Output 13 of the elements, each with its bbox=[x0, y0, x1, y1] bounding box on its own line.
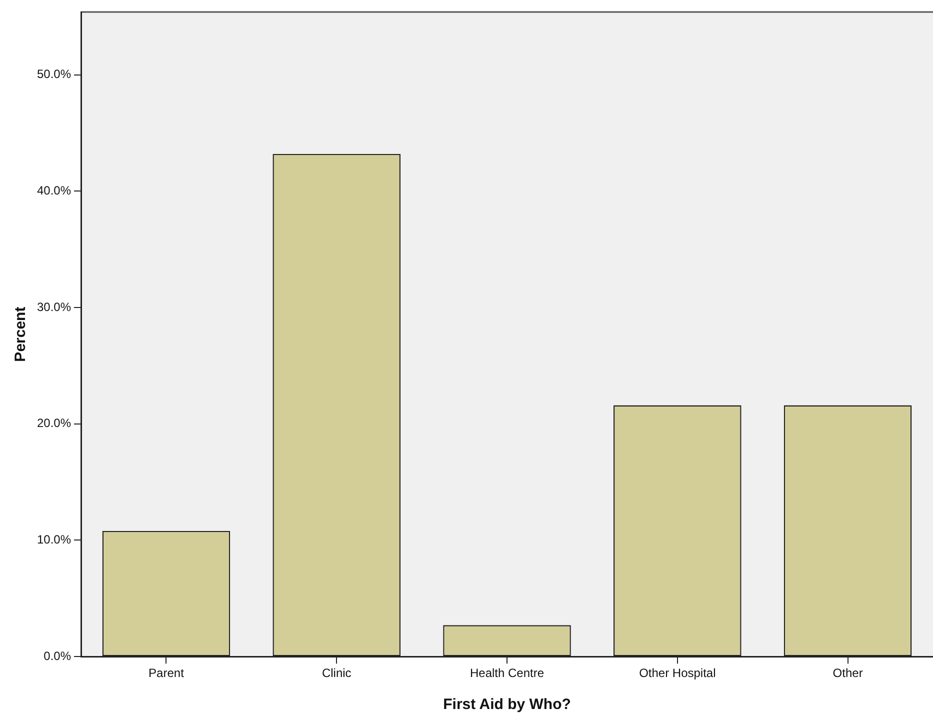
y-tick-label: 10.0% bbox=[36, 532, 72, 547]
y-axis-title: Percent bbox=[12, 306, 30, 362]
x-tick-label: Health Centre bbox=[470, 666, 544, 680]
y-tick-label: 20.0% bbox=[36, 416, 72, 430]
y-tick-label: 50.0% bbox=[36, 67, 72, 82]
y-tick-label: 30.0% bbox=[36, 300, 72, 314]
x-axis-title: First Aid by Who? bbox=[443, 696, 571, 714]
y-tick-label: 40.0% bbox=[36, 183, 72, 198]
x-tick-label: Clinic bbox=[322, 666, 352, 680]
x-tick-label: Other bbox=[832, 666, 863, 680]
x-tick-label: Other Hospital bbox=[639, 666, 716, 680]
x-tick-label: Parent bbox=[148, 666, 185, 680]
y-tick-label: 0.0% bbox=[44, 648, 72, 663]
